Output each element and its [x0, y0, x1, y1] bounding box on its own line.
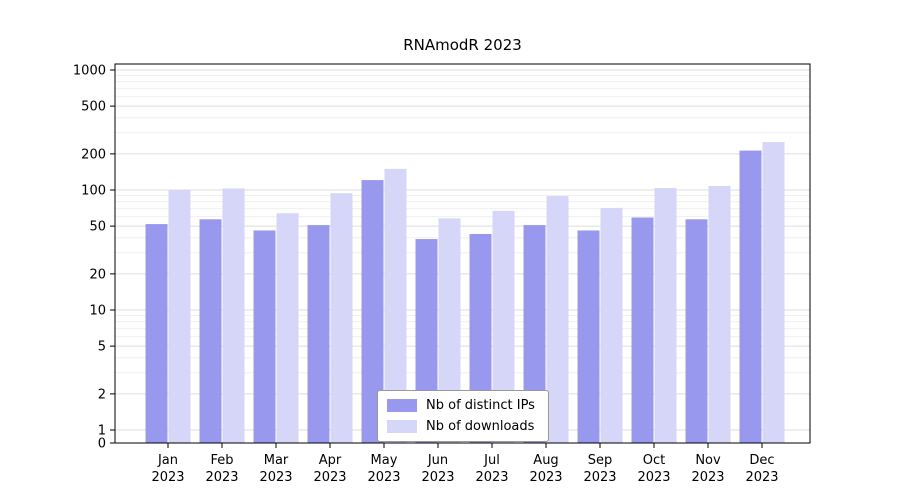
x-tick-label-month: Jul — [483, 453, 500, 468]
legend: Nb of distinct IPs Nb of downloads — [377, 390, 549, 442]
bar-distinct-ips — [307, 225, 330, 443]
bar-distinct-ips — [739, 150, 762, 443]
x-tick-label-year: 2023 — [745, 470, 778, 485]
y-tick-label: 100 — [81, 184, 106, 199]
x-tick-label-year: 2023 — [583, 470, 616, 485]
y-tick-label: 5 — [98, 340, 106, 355]
y-tick-label: 10 — [89, 304, 106, 319]
bar-downloads — [438, 218, 461, 443]
x-tick-label-month: Apr — [319, 453, 342, 468]
bar-downloads — [168, 190, 191, 443]
legend-label-distinct-ips: Nb of distinct IPs — [426, 398, 535, 413]
bar-downloads — [222, 188, 245, 443]
plot-frame — [114, 63, 811, 444]
x-tick-label-month: Oct — [643, 453, 665, 468]
x-tick-label-month: Sep — [588, 453, 613, 468]
x-tick-label-month: Feb — [210, 453, 233, 468]
bar-distinct-ips — [199, 219, 222, 443]
x-tick-label-month: Jan — [157, 453, 178, 468]
x-tick-label-month: Nov — [695, 453, 721, 468]
x-tick-label-year: 2023 — [475, 470, 508, 485]
bar-distinct-ips — [577, 230, 600, 443]
bar-downloads — [762, 142, 785, 443]
bar-downloads — [600, 207, 623, 443]
bar-distinct-ips — [253, 230, 276, 443]
bar-distinct-ips — [685, 219, 708, 443]
y-tick-label: 0 — [98, 437, 106, 452]
x-tick-label-month: May — [371, 453, 398, 468]
x-tick-label-year: 2023 — [313, 470, 346, 485]
x-tick-label-year: 2023 — [637, 470, 670, 485]
x-tick-label-year: 2023 — [205, 470, 238, 485]
x-tick-label-year: 2023 — [367, 470, 400, 485]
bar-downloads — [492, 210, 515, 443]
x-tick-label-year: 2023 — [421, 470, 454, 485]
legend-item-downloads: Nb of downloads — [387, 419, 535, 434]
bar-downloads — [654, 187, 677, 443]
x-tick-label-month: Dec — [749, 453, 774, 468]
y-tick-label: 50 — [89, 220, 106, 235]
legend-item-distinct-ips: Nb of distinct IPs — [387, 398, 535, 413]
y-tick-label: 20 — [89, 267, 106, 282]
x-tick-label-year: 2023 — [151, 470, 184, 485]
bar-downloads — [384, 168, 407, 443]
legend-swatch-distinct-ips — [387, 399, 417, 412]
bar-downloads — [708, 185, 731, 444]
y-tick-label: 200 — [81, 147, 106, 162]
legend-label-downloads: Nb of downloads — [426, 419, 535, 434]
x-tick-label-month: Aug — [533, 453, 558, 468]
bar-downloads — [276, 213, 299, 443]
bar-distinct-ips — [145, 224, 168, 443]
y-tick-label: 500 — [81, 100, 106, 115]
y-tick-label: 1000 — [73, 64, 106, 79]
bar-distinct-ips — [523, 225, 546, 443]
x-tick-label-year: 2023 — [259, 470, 292, 485]
bar-distinct-ips — [631, 217, 654, 443]
bar-downloads — [546, 196, 569, 443]
bar-downloads — [330, 193, 353, 443]
legend-swatch-downloads — [387, 420, 417, 433]
x-tick-label-month: Jun — [427, 453, 448, 468]
x-tick-label-year: 2023 — [691, 470, 724, 485]
x-tick-label-year: 2023 — [529, 470, 562, 485]
chart-title: RNAmodR 2023 — [403, 36, 522, 54]
y-tick-label: 1 — [98, 424, 106, 439]
bar-distinct-ips — [361, 180, 384, 444]
y-tick-label: 2 — [98, 387, 106, 402]
x-tick-label-month: Mar — [264, 453, 289, 468]
